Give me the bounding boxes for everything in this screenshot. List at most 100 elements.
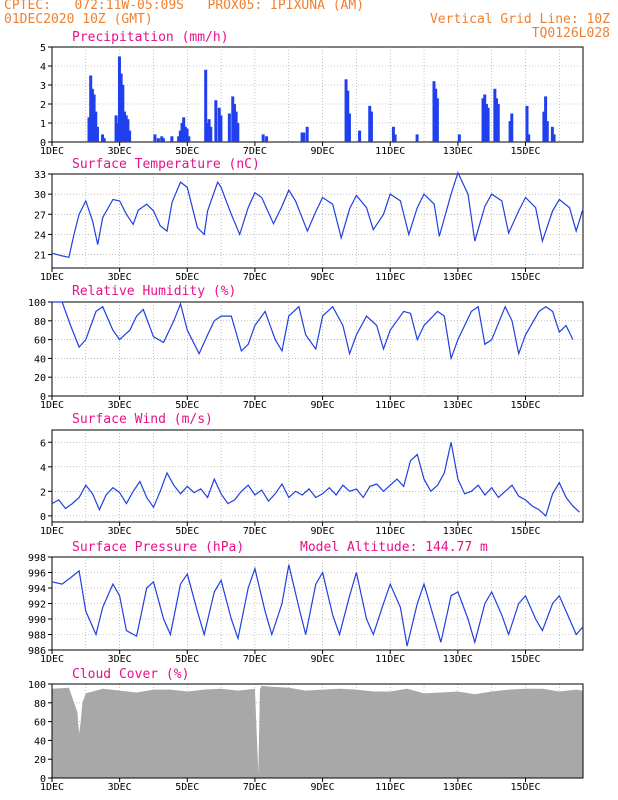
precip-bar xyxy=(234,111,238,142)
y-tick-label: 4 xyxy=(40,463,46,474)
x-tick-label: 1DEC xyxy=(40,272,64,283)
x-tick-label: 15DEC xyxy=(510,654,540,665)
precip-bar xyxy=(495,98,499,142)
x-tick-label: 1DEC xyxy=(40,400,64,411)
y-tick-label: 6 xyxy=(40,438,46,449)
cloud-cover-area xyxy=(52,685,583,778)
precip-bar xyxy=(346,90,350,142)
x-tick-label: 9DEC xyxy=(311,272,335,283)
precip-bar xyxy=(486,107,490,142)
precip-bar xyxy=(493,88,497,142)
header-datetime: 01DEC2020 10Z (GMT) xyxy=(4,12,153,27)
y-tick-label: 30 xyxy=(34,190,46,201)
precip-bar xyxy=(391,126,395,142)
y-tick-label: 40 xyxy=(34,736,46,747)
precip-bar xyxy=(95,126,99,142)
y-tick-label: 100 xyxy=(28,680,46,691)
precip-bar xyxy=(527,134,531,142)
x-tick-label: 11DEC xyxy=(375,654,405,665)
precip-bar xyxy=(102,138,106,142)
precip-bar xyxy=(510,113,514,142)
x-tick-label: 11DEC xyxy=(375,526,405,537)
precip-bar xyxy=(300,132,304,142)
precip-bar xyxy=(550,126,554,142)
x-tick-label: 3DEC xyxy=(108,782,132,793)
x-tick-label: 9DEC xyxy=(311,526,335,537)
series-line-5 xyxy=(51,564,584,647)
precip-bar xyxy=(544,96,548,142)
precip-bar xyxy=(217,107,221,142)
x-tick-label: 15DEC xyxy=(510,272,540,283)
precip-bar xyxy=(126,119,130,142)
precip-bar xyxy=(232,104,236,142)
x-tick-label: 13DEC xyxy=(443,146,473,157)
precip-bar xyxy=(187,136,191,142)
y-tick-label: 0 xyxy=(40,138,46,149)
precip-bar xyxy=(128,130,132,142)
precip-bar xyxy=(542,111,546,142)
precip-bar xyxy=(483,94,487,142)
precip-bar xyxy=(496,104,500,142)
precip-bar xyxy=(214,100,218,142)
x-tick-label: 13DEC xyxy=(443,272,473,283)
y-tick-label: 988 xyxy=(28,631,46,642)
panel-4-frame xyxy=(51,429,584,523)
x-tick-label: 3DEC xyxy=(108,526,132,537)
header-grid-line: Vertical Grid Line: 10Z xyxy=(429,12,610,27)
x-tick-label: 3DEC xyxy=(108,400,132,411)
y-tick-label: 80 xyxy=(34,699,46,710)
y-tick-label: 996 xyxy=(28,569,46,580)
panel-5-frame xyxy=(51,556,584,651)
y-tick-label: 60 xyxy=(34,718,46,729)
precip-bar xyxy=(415,134,419,142)
precip-bar xyxy=(207,119,211,142)
x-tick-label: 11DEC xyxy=(375,782,405,793)
panel-5-title: Surface Pressure (hPa) xyxy=(72,540,244,555)
x-tick-label: 13DEC xyxy=(443,654,473,665)
precip-bar xyxy=(302,132,306,142)
y-tick-label: 4 xyxy=(40,62,46,73)
precip-bar xyxy=(121,85,125,142)
precip-bar xyxy=(170,136,174,142)
y-tick-label: 998 xyxy=(28,553,46,564)
panel-6-frame-top xyxy=(51,683,584,779)
x-tick-label: 13DEC xyxy=(443,400,473,411)
precip-bar xyxy=(92,94,96,142)
precip-bar xyxy=(435,98,439,142)
panel-3-title: Relative Humidity (%) xyxy=(72,284,236,299)
precip-bar xyxy=(231,96,235,142)
x-tick-label: 5DEC xyxy=(175,782,199,793)
precip-bar xyxy=(525,105,529,142)
x-tick-label: 9DEC xyxy=(311,782,335,793)
precip-bar xyxy=(87,117,91,142)
header-model-code: TQ0126L028 xyxy=(531,26,610,41)
y-tick-label: 80 xyxy=(34,317,46,328)
precip-bar xyxy=(432,81,436,142)
precip-bar xyxy=(101,134,105,142)
y-tick-label: 0 xyxy=(40,392,46,403)
precip-bar xyxy=(261,134,265,142)
x-tick-label: 13DEC xyxy=(443,526,473,537)
y-tick-label: 60 xyxy=(34,336,46,347)
precip-bar xyxy=(457,134,461,142)
y-tick-label: 27 xyxy=(34,210,46,221)
precip-bar xyxy=(508,121,512,142)
x-tick-label: 5DEC xyxy=(175,526,199,537)
y-tick-label: 20 xyxy=(34,755,46,766)
precip-bar xyxy=(545,121,549,142)
y-tick-label: 24 xyxy=(34,230,46,241)
precip-bar xyxy=(265,136,269,142)
x-tick-label: 9DEC xyxy=(311,146,335,157)
panel-2-title: Surface Temperature (nC) xyxy=(72,157,260,172)
precip-bar xyxy=(227,113,231,142)
panel-2-frame xyxy=(51,173,584,269)
precip-bar xyxy=(183,126,187,142)
precip-bar xyxy=(116,123,120,142)
y-tick-label: 994 xyxy=(28,584,46,595)
precip-bar xyxy=(481,98,485,142)
precip-bar xyxy=(185,128,189,142)
x-tick-label: 1DEC xyxy=(40,654,64,665)
panel-3-frame xyxy=(51,301,584,397)
series-line-4 xyxy=(51,442,581,517)
x-tick-label: 15DEC xyxy=(510,400,540,411)
